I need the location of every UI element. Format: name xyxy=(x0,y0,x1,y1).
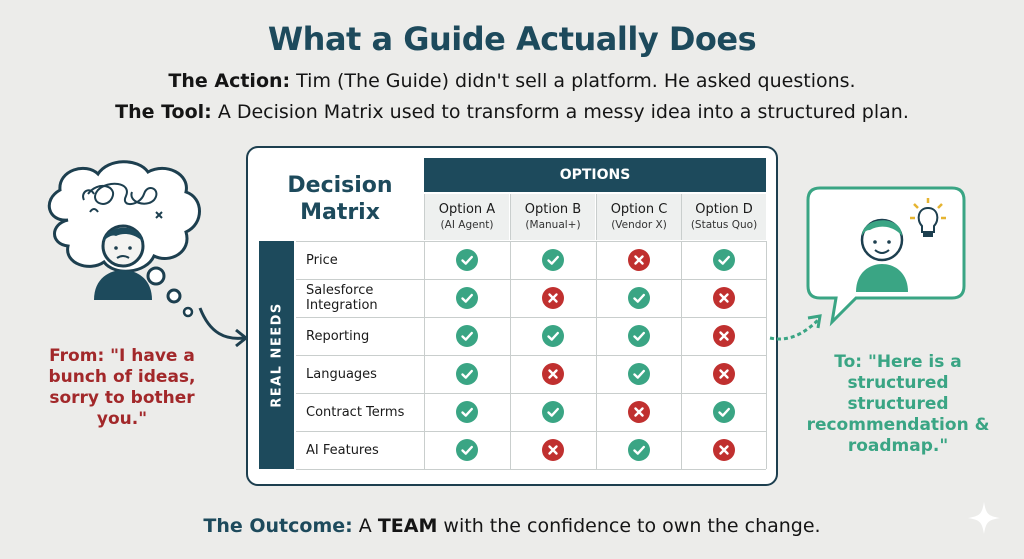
check-icon xyxy=(627,363,650,385)
column-divider xyxy=(681,241,682,469)
option-name: Option B xyxy=(524,202,582,217)
cross-icon xyxy=(712,325,735,347)
sparkle-icon xyxy=(968,502,1000,534)
check-icon xyxy=(541,325,564,347)
thought-bubble-icon xyxy=(47,160,201,273)
cross-icon xyxy=(627,401,650,423)
row-divider xyxy=(296,355,766,356)
check-icon xyxy=(712,249,735,271)
row-divider xyxy=(296,241,766,242)
cross-icon xyxy=(541,439,564,461)
options-header: OPTIONS xyxy=(424,158,766,192)
check-icon xyxy=(541,249,564,271)
option-subtitle: (Manual+) xyxy=(525,219,581,231)
outcome-label: The Outcome: xyxy=(203,515,353,537)
cross-icon xyxy=(712,439,735,461)
arrow-right-icon xyxy=(769,314,822,341)
column-divider xyxy=(596,241,597,469)
row-divider xyxy=(296,431,766,432)
arrow-right-icon xyxy=(198,307,249,348)
cross-icon xyxy=(627,249,650,271)
action-label: The Action: xyxy=(168,70,291,92)
column-divider xyxy=(424,241,425,469)
cross-icon xyxy=(712,287,735,309)
check-icon xyxy=(455,363,478,385)
check-icon xyxy=(627,439,650,461)
happy-person-icon xyxy=(806,186,966,327)
column-divider xyxy=(766,241,767,469)
check-icon xyxy=(627,287,650,309)
action-text: Tim (The Guide) didn't sell a platform. … xyxy=(290,70,856,92)
option-header-0: Option A (AI Agent) xyxy=(424,194,509,240)
matrix-title: Decision Matrix xyxy=(254,172,426,226)
need-row-label: Price xyxy=(306,252,338,268)
real-needs-header: REAL NEEDS xyxy=(259,241,294,469)
option-subtitle: (Status Quo) xyxy=(690,219,758,231)
lightbulb-icon xyxy=(910,198,946,237)
from-text: From: "I have a bunch of ideas, sorry to… xyxy=(48,346,196,429)
need-row-label: Contract Terms xyxy=(306,404,405,420)
row-divider xyxy=(296,279,766,280)
outcome-line: The Outcome: A TEAM with the confidence … xyxy=(0,515,1024,537)
check-icon xyxy=(455,401,478,423)
option-header-1: Option B (Manual+) xyxy=(510,194,595,240)
row-divider xyxy=(296,393,766,394)
page-title: What a Guide Actually Does xyxy=(267,20,757,58)
action-line: The Action: Tim (The Guide) didn't sell … xyxy=(0,70,1024,92)
check-icon xyxy=(712,401,735,423)
tool-label: The Tool: xyxy=(115,101,212,123)
matrix-title-line1: Decision xyxy=(287,173,393,198)
real-needs-label: REAL NEEDS xyxy=(269,302,284,408)
need-row-label: Languages xyxy=(306,366,377,382)
check-icon xyxy=(455,287,478,309)
check-icon xyxy=(541,401,564,423)
option-name: Option A xyxy=(438,202,496,217)
check-icon xyxy=(455,439,478,461)
need-row-label: Salesforce Integration xyxy=(306,283,378,313)
option-header-3: Option D (Status Quo) xyxy=(681,194,766,240)
outcome-pre: A xyxy=(352,515,378,537)
column-divider xyxy=(510,241,511,469)
row-divider xyxy=(296,317,766,318)
matrix-title-line2: Matrix xyxy=(300,200,380,225)
check-icon xyxy=(455,325,478,347)
confused-person-icon xyxy=(47,160,201,318)
check-icon xyxy=(627,325,650,347)
option-header-2: Option C (Vendor X) xyxy=(596,194,681,240)
cross-icon xyxy=(541,363,564,385)
to-text: To: "Here is a structured structured rec… xyxy=(806,352,990,456)
tool-text: A Decision Matrix used to transform a me… xyxy=(211,101,909,123)
tool-line: The Tool: A Decision Matrix used to tran… xyxy=(0,101,1024,123)
check-icon xyxy=(455,249,478,271)
option-name: Option C xyxy=(610,202,668,217)
outcome-post: with the confidence to own the change. xyxy=(437,515,821,537)
outcome-team: TEAM xyxy=(377,515,438,537)
row-divider xyxy=(296,469,766,470)
cross-icon xyxy=(712,363,735,385)
need-row-label: AI Features xyxy=(306,442,379,458)
option-subtitle: (AI Agent) xyxy=(440,219,494,231)
need-row-label: Reporting xyxy=(306,328,370,344)
option-subtitle: (Vendor X) xyxy=(611,219,667,231)
cross-icon xyxy=(541,287,564,309)
option-name: Option D xyxy=(695,202,753,217)
